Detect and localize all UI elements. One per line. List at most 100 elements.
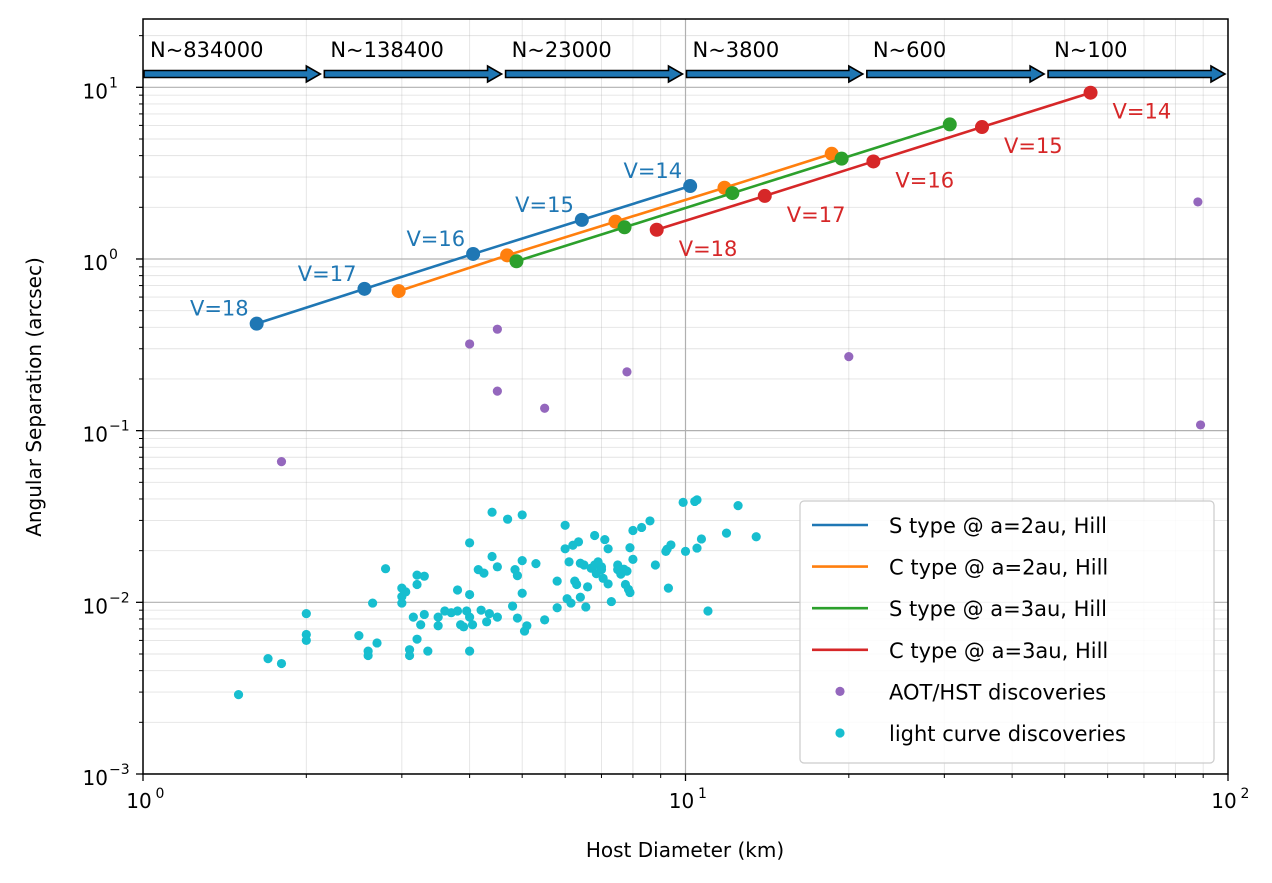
scatter-point-5 [412, 570, 422, 580]
legend-label: C type @ a=2au, Hill [889, 556, 1108, 580]
point-label: V=16 [406, 227, 465, 251]
scatter-point-5 [600, 534, 610, 545]
axis-ticks: 10 0 10 1 10 210 −310 −210 −110 010 1 [83, 35, 1250, 813]
point-label: V=17 [298, 262, 357, 286]
scatter-point-4 [540, 403, 550, 413]
scatter-point-5 [573, 537, 584, 547]
scatter-point-5 [636, 522, 647, 533]
scatter-point-4 [465, 339, 475, 349]
legend-marker-swatch [835, 728, 845, 738]
scatter-point-4 [1193, 197, 1203, 207]
population-label: N~3800 [693, 38, 780, 62]
series-3-point [757, 188, 772, 203]
series-3-point [1083, 85, 1098, 100]
population-arrow [685, 64, 865, 84]
scatter-point-5 [507, 601, 518, 611]
scatter-point-5 [628, 525, 638, 536]
scatter-point-5 [484, 608, 494, 619]
y-tick-exponent: −2 [109, 590, 130, 606]
scatter-point-5 [479, 568, 489, 578]
scatter-point-5 [692, 495, 702, 505]
scatter-point-5 [465, 612, 475, 622]
legend-box [799, 500, 1215, 764]
population-arrow [504, 64, 685, 84]
scatter-point-4 [492, 386, 502, 396]
scatter-point-5 [419, 571, 429, 581]
scatter-point-5 [433, 621, 443, 631]
scatter-point-5 [517, 588, 527, 598]
scatter-point-4 [1195, 420, 1206, 430]
population-label: N~23000 [512, 38, 612, 62]
x-tick-label: 10 [669, 789, 694, 813]
population-arrow [323, 64, 504, 84]
scatter-point-5 [363, 650, 373, 661]
series-2-point [942, 117, 957, 132]
scatter-point-5 [401, 587, 411, 597]
scatter-point-5 [603, 544, 613, 554]
scatter-point-5 [368, 598, 378, 608]
scatter-point-5 [492, 562, 502, 572]
scatter-point-5 [416, 620, 426, 630]
scatter-point-5 [666, 540, 676, 550]
scatter-point-5 [680, 546, 691, 556]
series-3-point [974, 120, 989, 135]
scatter-point-5 [678, 497, 688, 508]
scatter-point-5 [433, 612, 443, 622]
legend-label: light curve discoveries [889, 722, 1126, 746]
major-grid [143, 19, 1228, 774]
scatter-point-5 [467, 620, 478, 630]
scatter-point-5 [552, 603, 562, 613]
scatter-point-5 [487, 551, 497, 562]
scatter-point-5 [263, 654, 273, 664]
population-label: N~100 [1054, 38, 1127, 62]
scatter-point-5 [564, 557, 574, 567]
series-2-point [725, 186, 740, 201]
scatter-point-5 [412, 634, 422, 644]
series-0-point [357, 281, 372, 296]
y-tick-label: 10 [83, 766, 108, 790]
x-tick-exponent: 2 [1241, 786, 1250, 802]
point-label: V=15 [1004, 134, 1063, 158]
series-2-point [834, 151, 849, 166]
point-labels: V=18 V=17 V=16 V=15 V=14 V=18 V=17 V=16 V=15 V=14 [190, 100, 1171, 321]
scatter-point-5 [572, 579, 582, 590]
legend-label: S type @ a=3au, Hill [889, 597, 1107, 621]
series-3-point [866, 154, 881, 169]
point-label: V=18 [679, 237, 738, 261]
scatter-point-5 [465, 538, 475, 548]
y-tick-exponent: −1 [109, 419, 130, 435]
y-tick-exponent: 1 [109, 75, 118, 91]
scatter-point-5 [301, 608, 311, 619]
series-0-point [249, 316, 264, 331]
y-tick-label: 10 [83, 79, 108, 103]
point-label: V=17 [787, 203, 846, 227]
scatter-point-5 [663, 583, 674, 593]
scatter-point-5 [625, 587, 635, 598]
scatter-point-5 [579, 560, 589, 570]
scatter-point-5 [503, 514, 513, 524]
scatter-point-5 [596, 565, 607, 575]
scatter-point-5 [487, 507, 497, 517]
scatter-point-5 [721, 528, 732, 538]
scatter-point-5 [465, 589, 475, 600]
y-tick-exponent: −3 [109, 762, 130, 778]
scatter-point-5 [733, 500, 743, 511]
series-3-point [649, 222, 664, 237]
scatter-point-5 [566, 598, 576, 608]
legend-label: AOT/HST discoveries [889, 680, 1106, 704]
scatter-point-5 [423, 646, 433, 656]
scatter-point-5 [645, 516, 655, 526]
scatter-point-5 [625, 543, 635, 553]
scatter-point-4 [492, 324, 502, 334]
series-0-point [466, 246, 481, 261]
scatter-point-5 [703, 606, 713, 616]
x-tick-label: 10 [126, 789, 151, 813]
scatter-point-5 [482, 617, 492, 627]
scatter-point-5 [622, 566, 632, 576]
scatter-point-5 [696, 534, 707, 544]
scatter-point-5 [492, 612, 502, 622]
population-label: N~138400 [330, 38, 443, 62]
scatter-point-5 [459, 622, 469, 632]
scatter-point-5 [397, 598, 407, 608]
